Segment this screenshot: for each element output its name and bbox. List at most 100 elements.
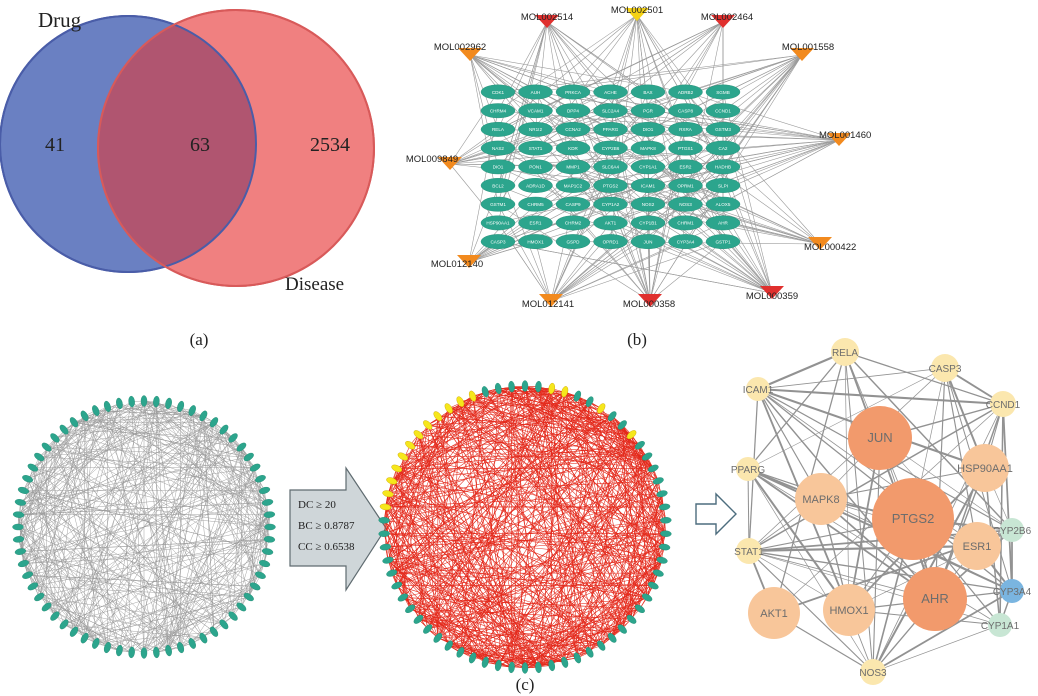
ppi-node <box>561 656 569 668</box>
compound-node-label: MOL001460 <box>819 130 871 141</box>
target-node-label: CHRM2 <box>565 221 582 226</box>
ppi-node <box>423 624 433 634</box>
ppi-node <box>103 642 111 654</box>
caption-b: (b) <box>627 330 647 349</box>
ppi-node <box>494 382 502 395</box>
target-node-label: CDK1 <box>492 90 505 95</box>
target-node: SLPI <box>705 178 741 193</box>
ppi-node <box>444 640 453 651</box>
target-node: ALOX5 <box>705 196 741 212</box>
target-node-label: ALOX5 <box>716 202 731 207</box>
target-node-label: JUN <box>644 239 653 244</box>
target-node-label: CASP8 <box>678 109 694 114</box>
target-node-label: PPARG <box>603 127 619 132</box>
target-node-label: KDR <box>568 146 578 151</box>
target-node: DPP4 <box>555 103 591 119</box>
target-node: ICAM1 <box>630 178 666 193</box>
target-node-label: STAT1 <box>529 146 543 151</box>
venn-drug-outline <box>0 15 257 273</box>
criterion-bc: BC ≥ 0.8787 <box>298 520 355 532</box>
venn-count-drug-only: 41 <box>45 134 65 156</box>
ppi-node <box>264 523 276 531</box>
target-node-label: ADRA1D <box>526 183 545 188</box>
ppi-node <box>153 395 160 408</box>
target-node-label: PGR <box>643 109 654 114</box>
ppi-node <box>508 661 515 674</box>
target-node: AUH <box>518 84 553 100</box>
target-node: PRKCA <box>555 84 591 100</box>
criterion-dc: DC ≥ 20 <box>298 499 336 511</box>
ppi-node <box>128 646 135 659</box>
target-node-label: HMOX1 <box>527 239 544 244</box>
target-node-label: ESR2 <box>679 165 691 170</box>
ppi-node <box>59 424 69 435</box>
target-node-label: ADRB2 <box>678 90 694 95</box>
hub-node-marker <box>423 420 433 430</box>
hub-node-marker <box>405 440 416 450</box>
compound-target-network: CDK1 AUH PRKCA ACHE BAX ADRB2 SGMB CHRM4 VCAM1 DP… <box>406 5 871 349</box>
target-node: VCAM1 <box>518 103 553 119</box>
hub-node-label: MAPK8 <box>802 494 839 506</box>
ppi-node <box>27 582 39 591</box>
hub-node-marker <box>456 396 465 407</box>
target-node-label: CYP2B6 <box>602 146 620 151</box>
ppi-node <box>27 463 39 472</box>
ppi-node <box>481 386 489 398</box>
ppi-node <box>641 452 653 461</box>
hub-node-jun: JUN <box>848 406 912 470</box>
compound-node-label: MOL002962 <box>434 42 486 53</box>
target-node-label: SLC6A4 <box>602 165 620 170</box>
hub-node-cyp1a1: CYP1A1 <box>981 613 1020 637</box>
hub-node-label: ICAM1 <box>743 385 774 396</box>
target-node: CYP2B6 <box>593 140 628 156</box>
ppi-node <box>140 395 148 407</box>
ppi-node <box>116 397 123 410</box>
ppi-node <box>263 511 276 518</box>
target-node-label: VCAM1 <box>528 109 544 114</box>
compound-node-label: MOL012140 <box>431 259 483 270</box>
target-node: AKT1 <box>593 215 628 231</box>
ppi-node <box>652 569 664 577</box>
ppi-node <box>617 624 627 634</box>
ppi-node <box>34 452 45 462</box>
target-node-label: HSP90AA1 <box>486 221 510 226</box>
target-node-label: PON1 <box>529 165 542 170</box>
compound-node-label: MOL000422 <box>804 242 856 253</box>
ppi-node <box>12 511 25 518</box>
target-node: CYP1A1 <box>630 159 666 175</box>
hub-node-marker <box>561 386 569 398</box>
target-node-label: OPRD1 <box>603 239 619 244</box>
target-node-label: ESR1 <box>529 221 541 226</box>
target-node: GSTM1 <box>480 196 516 212</box>
target-node: PPARG <box>593 121 628 137</box>
hub-node-label: AHR <box>921 591 948 606</box>
hub-node-marker <box>433 411 443 422</box>
ppi-node <box>413 614 424 624</box>
hub-node-nos3: NOS3 <box>859 659 887 685</box>
ppi-node <box>259 486 271 494</box>
target-node: STAT1 <box>518 140 553 156</box>
ppi-node <box>140 647 148 659</box>
ppi-node <box>92 405 100 417</box>
target-node: CASP8 <box>668 103 703 119</box>
ppi-node <box>243 592 254 602</box>
compound-node-label: MOL000359 <box>746 291 798 302</box>
target-node: CHRM2 <box>555 215 591 231</box>
ppi-node <box>209 626 219 637</box>
target-node-label: AKT1 <box>605 221 617 226</box>
target-node: ADRB2 <box>668 84 703 100</box>
hub-node-ahr: AHR <box>903 567 967 631</box>
target-node: OPRM1 <box>668 178 703 193</box>
hub-node-rela: RELA <box>831 338 859 366</box>
compound-node-label: MOL002464 <box>701 12 753 23</box>
ppi-node <box>658 503 671 511</box>
hub-node-marker <box>386 477 398 485</box>
target-node: DIO1 <box>630 121 666 137</box>
ppi-node <box>14 499 27 506</box>
target-node: GSPD <box>555 234 591 250</box>
ppi-node <box>656 556 668 564</box>
ppi-node <box>165 397 172 410</box>
target-node: CYP3A4 <box>668 234 703 250</box>
ppi-node <box>50 433 60 443</box>
hub-node-marker <box>379 503 392 511</box>
